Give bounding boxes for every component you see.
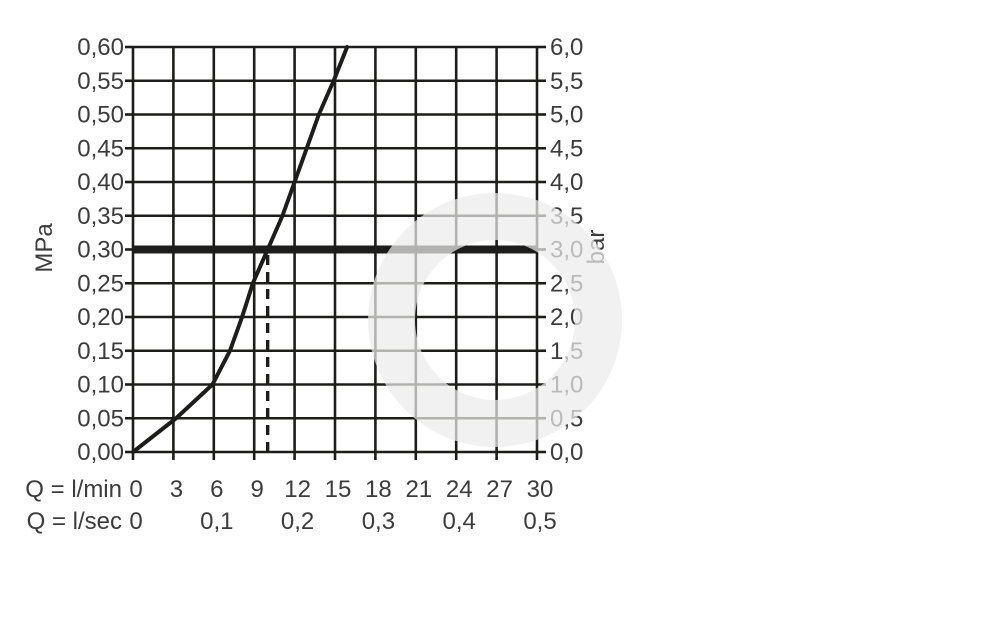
y-left-tick-label: 0,10 — [77, 372, 124, 399]
y-left-unit-label: MPa — [31, 223, 58, 273]
x-lsec-tick-label: 0,2 — [281, 508, 314, 535]
x-lmin-tick-label: 15 — [325, 476, 352, 503]
y-left-tick-label: 0,00 — [77, 439, 124, 466]
x-lmin-tick-label: 12 — [284, 476, 311, 503]
y-right-tick-label: 0,0 — [550, 439, 583, 466]
x-lmin-tick-label: 30 — [527, 476, 554, 503]
x-lsec-tick-label: 0,1 — [200, 508, 233, 535]
y-right-tick-label: 4,5 — [550, 135, 583, 162]
y-left-tick-label: 0,25 — [77, 270, 124, 297]
y-left-tick-label: 0,40 — [77, 169, 124, 196]
plot-data — [131, 45, 537, 454]
x-lmin-tick-label: 21 — [405, 476, 432, 503]
y-left-tick-label: 0,35 — [77, 203, 124, 230]
y-left-tick-label: 0,20 — [77, 304, 124, 331]
y-left-tick-label: 0,30 — [77, 237, 124, 264]
y-left-tick-label: 0,45 — [77, 135, 124, 162]
flow-curve — [131, 45, 350, 454]
x-lmin-tick-label: 3 — [170, 476, 183, 503]
x-lsec-tick-label: 0 — [129, 508, 142, 535]
x-lmin-tick-label: 9 — [251, 476, 264, 503]
y-left-tick-label: 0,55 — [77, 68, 124, 95]
y-left-tick-label: 0,60 — [77, 34, 124, 61]
x-axis-lsec-label: Q = l/sec — [27, 508, 122, 535]
x-lmin-tick-label: 0 — [129, 476, 142, 503]
y-right-tick-label: 5,5 — [550, 68, 583, 95]
x-lsec-tick-label: 0,5 — [523, 508, 556, 535]
y-left-tick-label: 0,05 — [77, 405, 124, 432]
x-lmin-tick-label: 6 — [210, 476, 223, 503]
y-left-tick-label: 0,50 — [77, 102, 124, 129]
y-right-tick-label: 6,0 — [550, 34, 583, 61]
y-left-tick-label: 0,15 — [77, 338, 124, 365]
x-lsec-tick-label: 0,3 — [362, 508, 395, 535]
x-lmin-tick-label: 18 — [365, 476, 392, 503]
x-lsec-tick-label: 0,4 — [443, 508, 476, 535]
y-right-tick-label: 5,0 — [550, 102, 583, 129]
x-axis-lmin-label: Q = l/min — [25, 476, 122, 503]
y-right-tick-label: 4,0 — [550, 169, 583, 196]
x-lmin-tick-label: 27 — [486, 476, 513, 503]
watermark-icon — [368, 193, 623, 447]
x-lmin-tick-label: 24 — [446, 476, 473, 503]
